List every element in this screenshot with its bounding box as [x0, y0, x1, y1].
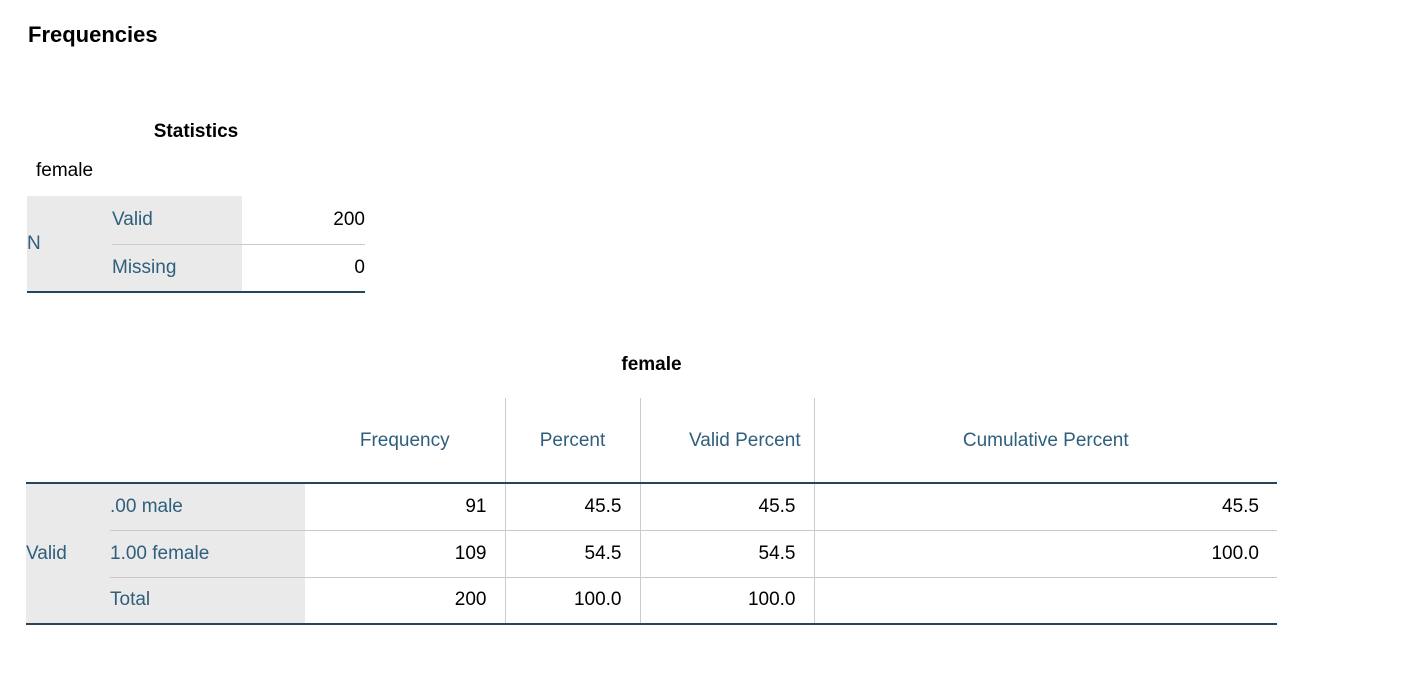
row-group-label: Valid [26, 483, 110, 625]
cell-percent: 100.0 [505, 576, 641, 625]
cell-percent: 54.5 [505, 529, 641, 577]
cell-valid-percent: 100.0 [640, 576, 815, 625]
statistics-table-block: Statistics female N Valid 200 Missing 0 [27, 120, 365, 293]
frequency-table: Frequency Percent Valid Percent Cumulati… [26, 398, 1277, 625]
statistics-table-caption: female [36, 160, 94, 181]
column-header-valid-percent: Valid Percent [640, 398, 815, 484]
statistics-cell-value: 200 [333, 208, 365, 230]
table-row-male: Valid .00 male 91 45.5 45.5 45.5 [26, 483, 1277, 625]
statistics-row-label: Valid [112, 196, 242, 244]
frequency-table-header-row: Frequency Percent Valid Percent Cumulati… [26, 398, 1277, 484]
cell-frequency: 91 [305, 483, 506, 530]
cell-cumulative-percent: 100.0 [814, 529, 1277, 577]
table-row-total: Total 200 100.0 100.0 [26, 576, 1277, 625]
statistics-table: N Valid 200 Missing 0 [27, 196, 365, 293]
cell-frequency: 200 [305, 576, 506, 625]
statistics-layer-label: N [27, 196, 112, 293]
statistics-row-label: Missing [112, 243, 242, 293]
statistics-table-title: Statistics [153, 121, 239, 142]
header-corner-cell [26, 398, 305, 484]
statistics-row-missing: Missing 0 [27, 243, 365, 293]
cell-valid-percent: 54.5 [640, 529, 815, 577]
row-label: Total [110, 576, 305, 625]
cell-valid-percent: 45.5 [640, 483, 815, 530]
frequency-table-block: female Frequency Percent Valid Percent [26, 352, 1277, 625]
statistics-cell-value: 0 [242, 243, 365, 293]
column-header-frequency: Frequency [305, 398, 506, 484]
procedure-title: Frequencies [28, 22, 158, 47]
column-header-valid-percent-label: Valid Percent [689, 429, 801, 451]
cell-percent: 45.5 [505, 483, 641, 530]
cell-cumulative-percent [814, 576, 1277, 625]
row-label: 1.00 female [110, 529, 305, 577]
column-header-percent: Percent [505, 398, 641, 484]
statistics-row-valid: N Valid 200 [27, 196, 365, 293]
column-header-cumulative-percent: Cumulative Percent [814, 398, 1277, 484]
row-label: .00 male [110, 483, 305, 530]
cell-cumulative-percent: 45.5 [1222, 495, 1259, 517]
cell-frequency: 109 [305, 529, 506, 577]
frequency-table-title: female [621, 354, 682, 375]
table-row-female: 1.00 female 109 54.5 54.5 100.0 [26, 529, 1277, 577]
